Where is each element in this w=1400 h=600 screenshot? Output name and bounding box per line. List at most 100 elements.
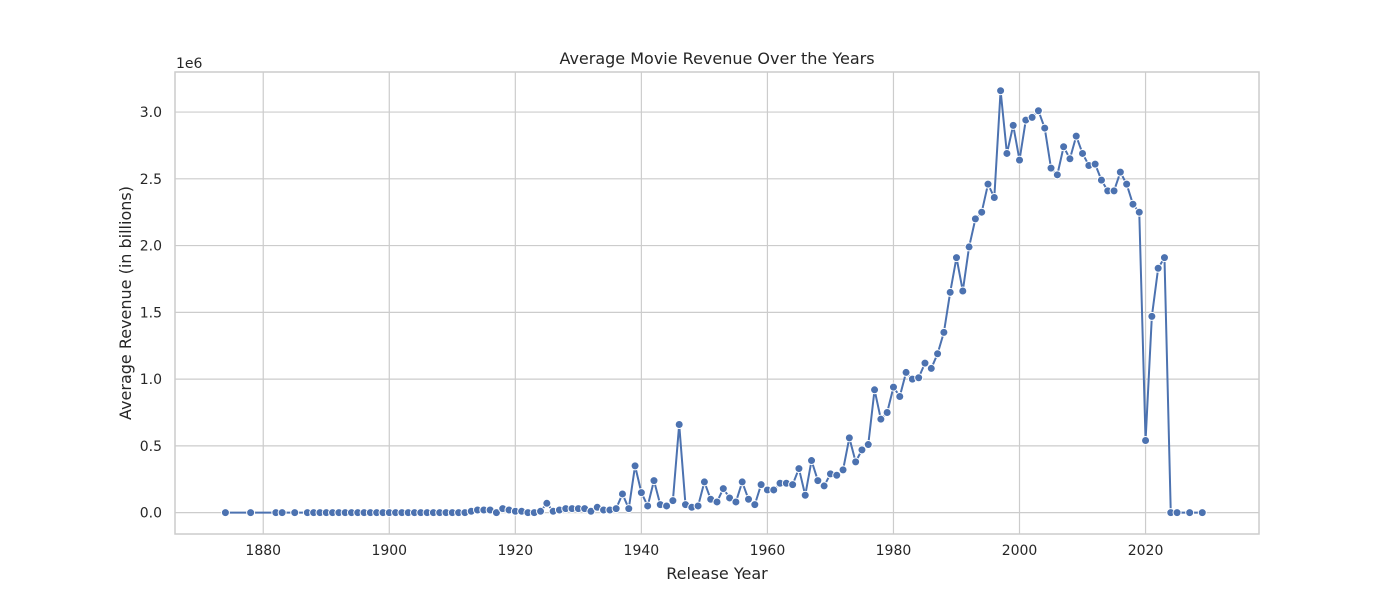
- y-tick-label: 1.5: [140, 305, 162, 321]
- data-point: [1090, 159, 1100, 169]
- data-point: [933, 349, 943, 359]
- data-point: [674, 420, 684, 430]
- data-point: [1040, 123, 1050, 133]
- data-point: [832, 470, 842, 480]
- x-tick-label: 1960: [750, 543, 786, 559]
- data-point: [693, 501, 703, 511]
- data-point: [895, 391, 905, 401]
- data-point: [744, 494, 754, 504]
- data-point: [712, 497, 722, 507]
- y-tick-label: 0.5: [140, 439, 162, 455]
- data-point: [624, 504, 634, 514]
- series-layer: [220, 86, 1207, 518]
- data-point: [901, 367, 911, 377]
- data-point: [1147, 311, 1157, 321]
- data-point: [1096, 175, 1106, 185]
- data-point: [882, 407, 892, 417]
- data-point: [542, 498, 552, 508]
- data-point: [756, 480, 766, 490]
- grid: [175, 72, 1259, 534]
- data-point: [1185, 508, 1195, 518]
- data-point: [1059, 142, 1069, 152]
- data-point: [246, 508, 256, 518]
- data-point: [1008, 120, 1018, 130]
- data-point: [819, 481, 829, 491]
- data-point: [851, 457, 861, 467]
- x-tick-label: 1920: [498, 543, 534, 559]
- y-axis-title: Average Revenue (in billions): [116, 186, 135, 420]
- data-point: [920, 358, 930, 368]
- y-axis-offset-label: 1e6: [176, 56, 203, 72]
- data-point: [951, 253, 961, 263]
- data-point: [1002, 148, 1012, 158]
- data-point: [788, 480, 798, 490]
- data-point: [586, 506, 596, 516]
- data-point: [1134, 207, 1144, 217]
- data-point: [643, 501, 653, 511]
- data-point: [958, 286, 968, 296]
- x-axis-title: Release Year: [666, 564, 768, 583]
- y-tick-label: 2.5: [140, 172, 162, 188]
- data-point: [983, 179, 993, 189]
- data-point: [649, 476, 659, 486]
- data-point: [838, 465, 848, 475]
- data-point: [1027, 112, 1037, 122]
- data-point: [970, 214, 980, 224]
- data-point: [699, 477, 709, 487]
- data-point: [718, 484, 728, 494]
- x-tick-label: 1880: [245, 543, 281, 559]
- data-point: [731, 497, 741, 507]
- data-point: [1015, 155, 1025, 165]
- data-point: [939, 327, 949, 337]
- data-point: [989, 193, 999, 203]
- data-point: [1052, 170, 1062, 180]
- x-tick-label: 2020: [1128, 543, 1164, 559]
- y-tick-label: 3.0: [140, 105, 162, 121]
- data-point: [914, 373, 924, 383]
- data-point: [725, 493, 735, 503]
- data-point: [636, 488, 646, 498]
- data-point: [1122, 179, 1132, 189]
- data-point: [769, 485, 779, 495]
- data-point: [1033, 106, 1043, 116]
- x-tick-label: 1900: [371, 543, 407, 559]
- data-point: [491, 508, 501, 518]
- data-point: [857, 445, 867, 455]
- data-point: [1046, 163, 1056, 173]
- x-tick-label: 1980: [876, 543, 912, 559]
- data-point: [277, 508, 287, 518]
- data-point: [750, 500, 760, 510]
- y-tick-label: 0.0: [140, 506, 162, 522]
- data-point: [863, 440, 873, 450]
- data-point: [611, 504, 621, 514]
- data-point: [1128, 199, 1138, 209]
- data-point: [844, 433, 854, 443]
- data-point: [1071, 131, 1081, 141]
- y-tick-label: 1.0: [140, 372, 162, 388]
- data-point: [926, 363, 936, 373]
- series-line: [225, 89, 1203, 514]
- x-tick-label: 1940: [624, 543, 660, 559]
- data-point: [662, 501, 672, 511]
- data-point: [800, 490, 810, 500]
- data-point: [630, 461, 640, 471]
- x-tick-label: 2000: [1002, 543, 1038, 559]
- data-point: [1065, 154, 1075, 164]
- data-point: [1115, 167, 1125, 177]
- data-point: [888, 382, 898, 392]
- data-point: [220, 508, 230, 518]
- data-point: [1197, 508, 1207, 518]
- data-point: [737, 477, 747, 487]
- data-point: [668, 496, 678, 506]
- data-point: [996, 86, 1006, 96]
- data-point: [1078, 148, 1088, 158]
- data-point: [870, 385, 880, 395]
- chart-title: Average Movie Revenue Over the Years: [559, 49, 874, 68]
- data-point: [945, 287, 955, 297]
- data-point: [977, 207, 987, 217]
- data-point: [536, 506, 546, 516]
- data-point: [876, 414, 886, 424]
- data-point: [1159, 253, 1169, 263]
